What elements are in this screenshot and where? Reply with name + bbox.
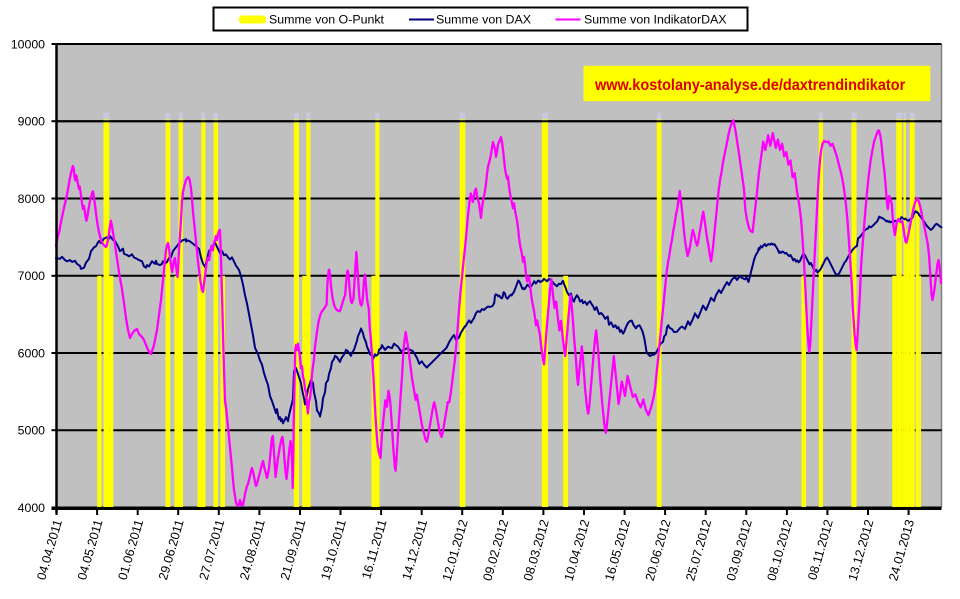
- svg-text:5000: 5000: [18, 424, 46, 438]
- svg-text:8000: 8000: [18, 192, 46, 206]
- svg-text:Summe von DAX: Summe von DAX: [436, 13, 531, 27]
- svg-text:Summe von IndikatorDAX: Summe von IndikatorDAX: [584, 13, 727, 27]
- svg-text:Summe von O-Punkt: Summe von O-Punkt: [269, 13, 385, 27]
- svg-text:www.kostolany-analyse.de/daxtr: www.kostolany-analyse.de/daxtrendindikat…: [594, 77, 905, 95]
- svg-text:4000: 4000: [18, 501, 46, 515]
- svg-text:9000: 9000: [18, 115, 46, 129]
- svg-text:10000: 10000: [11, 37, 45, 51]
- svg-text:6000: 6000: [18, 346, 46, 360]
- svg-text:7000: 7000: [18, 269, 46, 283]
